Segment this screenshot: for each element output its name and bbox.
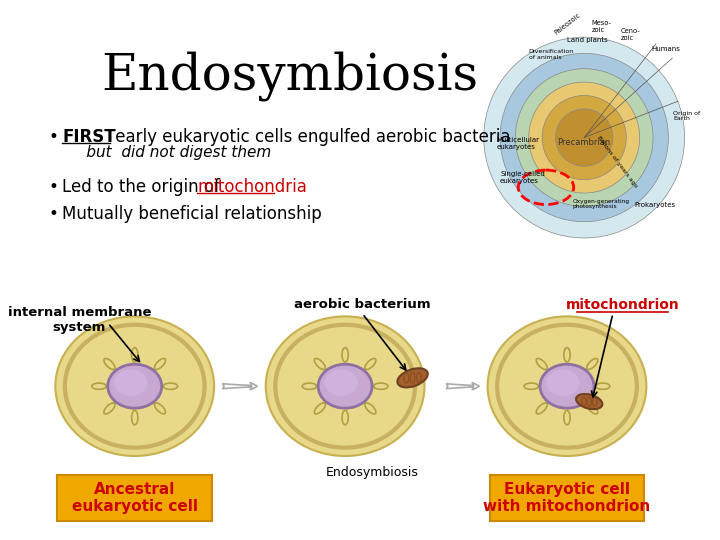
Text: Ancestral
eukaryotic cell: Ancestral eukaryotic cell — [72, 482, 198, 514]
Text: Ceno-
zoic: Ceno- zoic — [621, 28, 640, 41]
Ellipse shape — [556, 109, 613, 166]
Text: •: • — [49, 178, 58, 195]
Ellipse shape — [62, 376, 208, 421]
Ellipse shape — [497, 325, 636, 448]
Text: Mutually beneficial relationship: Mutually beneficial relationship — [62, 205, 322, 222]
Text: aerobic bacterium: aerobic bacterium — [294, 298, 431, 311]
Text: Meso-
zoic: Meso- zoic — [592, 21, 612, 33]
Ellipse shape — [275, 325, 415, 448]
Text: but  did not digest them: but did not digest them — [62, 145, 271, 160]
Text: Prokaryotes: Prokaryotes — [634, 202, 675, 208]
Text: Single-celled
eukaryotes: Single-celled eukaryotes — [500, 172, 545, 185]
Text: Precambrian: Precambrian — [557, 138, 611, 147]
Text: mitochondrion: mitochondrion — [566, 298, 680, 312]
Text: early eukaryotic cells engulfed aerobic bacteria: early eukaryotic cells engulfed aerobic … — [110, 128, 510, 146]
Text: Oxygen-generating
photosynthesis: Oxygen-generating photosynthesis — [572, 199, 630, 210]
Ellipse shape — [576, 394, 603, 409]
Text: Land plants: Land plants — [567, 37, 608, 43]
FancyBboxPatch shape — [490, 475, 644, 521]
Text: Endosymbiosis: Endosymbiosis — [101, 51, 478, 102]
Text: Endosymbiosis: Endosymbiosis — [325, 465, 418, 478]
Ellipse shape — [114, 369, 148, 396]
Ellipse shape — [397, 368, 428, 387]
Ellipse shape — [500, 53, 668, 222]
Text: FIRST: FIRST — [62, 128, 116, 146]
Ellipse shape — [272, 376, 418, 421]
Text: Multicellular
eukaryotes: Multicellular eukaryotes — [496, 137, 539, 150]
Text: Humans: Humans — [651, 46, 680, 52]
Text: Eukaryotic cell
with mitochondrion: Eukaryotic cell with mitochondrion — [483, 482, 651, 514]
Ellipse shape — [318, 364, 372, 408]
Ellipse shape — [65, 325, 204, 448]
Text: Led to the origin of: Led to the origin of — [62, 178, 225, 195]
Ellipse shape — [487, 316, 647, 456]
Ellipse shape — [266, 316, 425, 456]
Text: •: • — [49, 128, 58, 146]
Ellipse shape — [494, 376, 640, 421]
Ellipse shape — [484, 37, 685, 238]
Ellipse shape — [108, 364, 162, 408]
Ellipse shape — [540, 364, 594, 408]
Ellipse shape — [325, 369, 358, 396]
Text: Diversification
of animals: Diversification of animals — [528, 49, 574, 60]
Ellipse shape — [528, 82, 639, 193]
Ellipse shape — [55, 316, 214, 456]
FancyBboxPatch shape — [58, 475, 212, 521]
Text: •: • — [49, 205, 58, 222]
Ellipse shape — [546, 369, 580, 396]
Text: Billions of years ago: Billions of years ago — [595, 134, 638, 188]
Text: mitochondria: mitochondria — [197, 178, 307, 195]
Text: Origin of
Earth: Origin of Earth — [673, 111, 701, 122]
Text: internal membrane
system: internal membrane system — [7, 306, 151, 334]
Ellipse shape — [516, 69, 653, 206]
Text: Paleozoic: Paleozoic — [554, 12, 582, 36]
Ellipse shape — [542, 96, 626, 180]
